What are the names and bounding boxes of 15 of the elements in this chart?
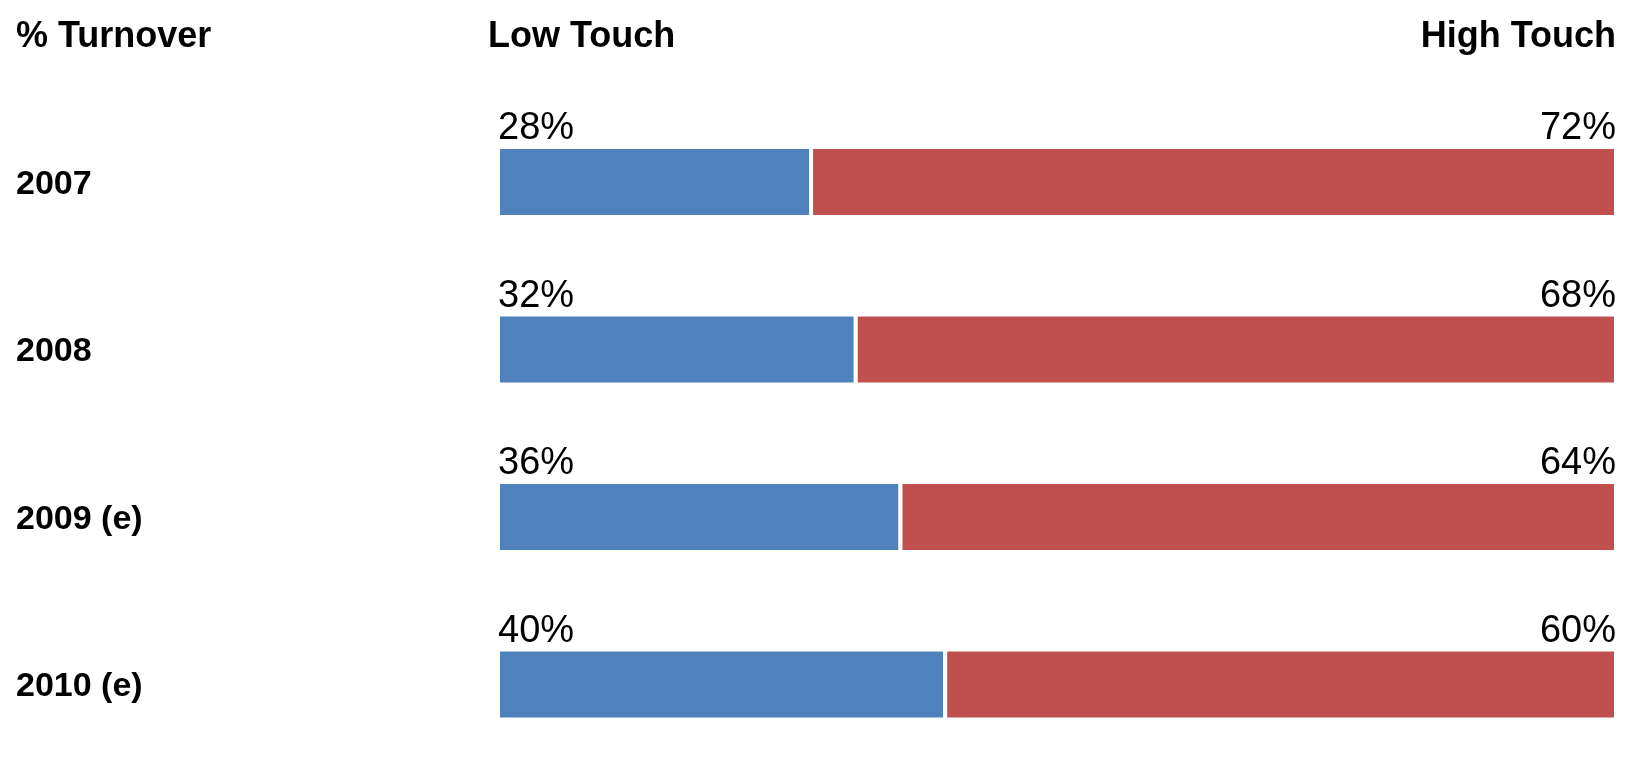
text: High Touch [1420, 14, 1616, 56]
data-label: 40% [498, 607, 575, 650]
y-tick-label: 2010 (e) [16, 665, 143, 704]
data-label: 64% [1539, 440, 1616, 482]
data-label: 60% [1539, 607, 1616, 650]
data-label: 36% [498, 440, 575, 482]
y-tick-label: 2008 [16, 330, 92, 369]
data-label: 32% [498, 272, 575, 315]
y-axis-title: % Turnover [16, 14, 212, 56]
text: Low Touch [488, 14, 676, 56]
data-label: 28% [498, 105, 575, 147]
data-label: 72% [1539, 105, 1616, 147]
y-tick-label: 2007 [16, 162, 92, 201]
data-label: 68% [1539, 272, 1616, 315]
y-tick-label: 2009 (e) [16, 497, 143, 536]
